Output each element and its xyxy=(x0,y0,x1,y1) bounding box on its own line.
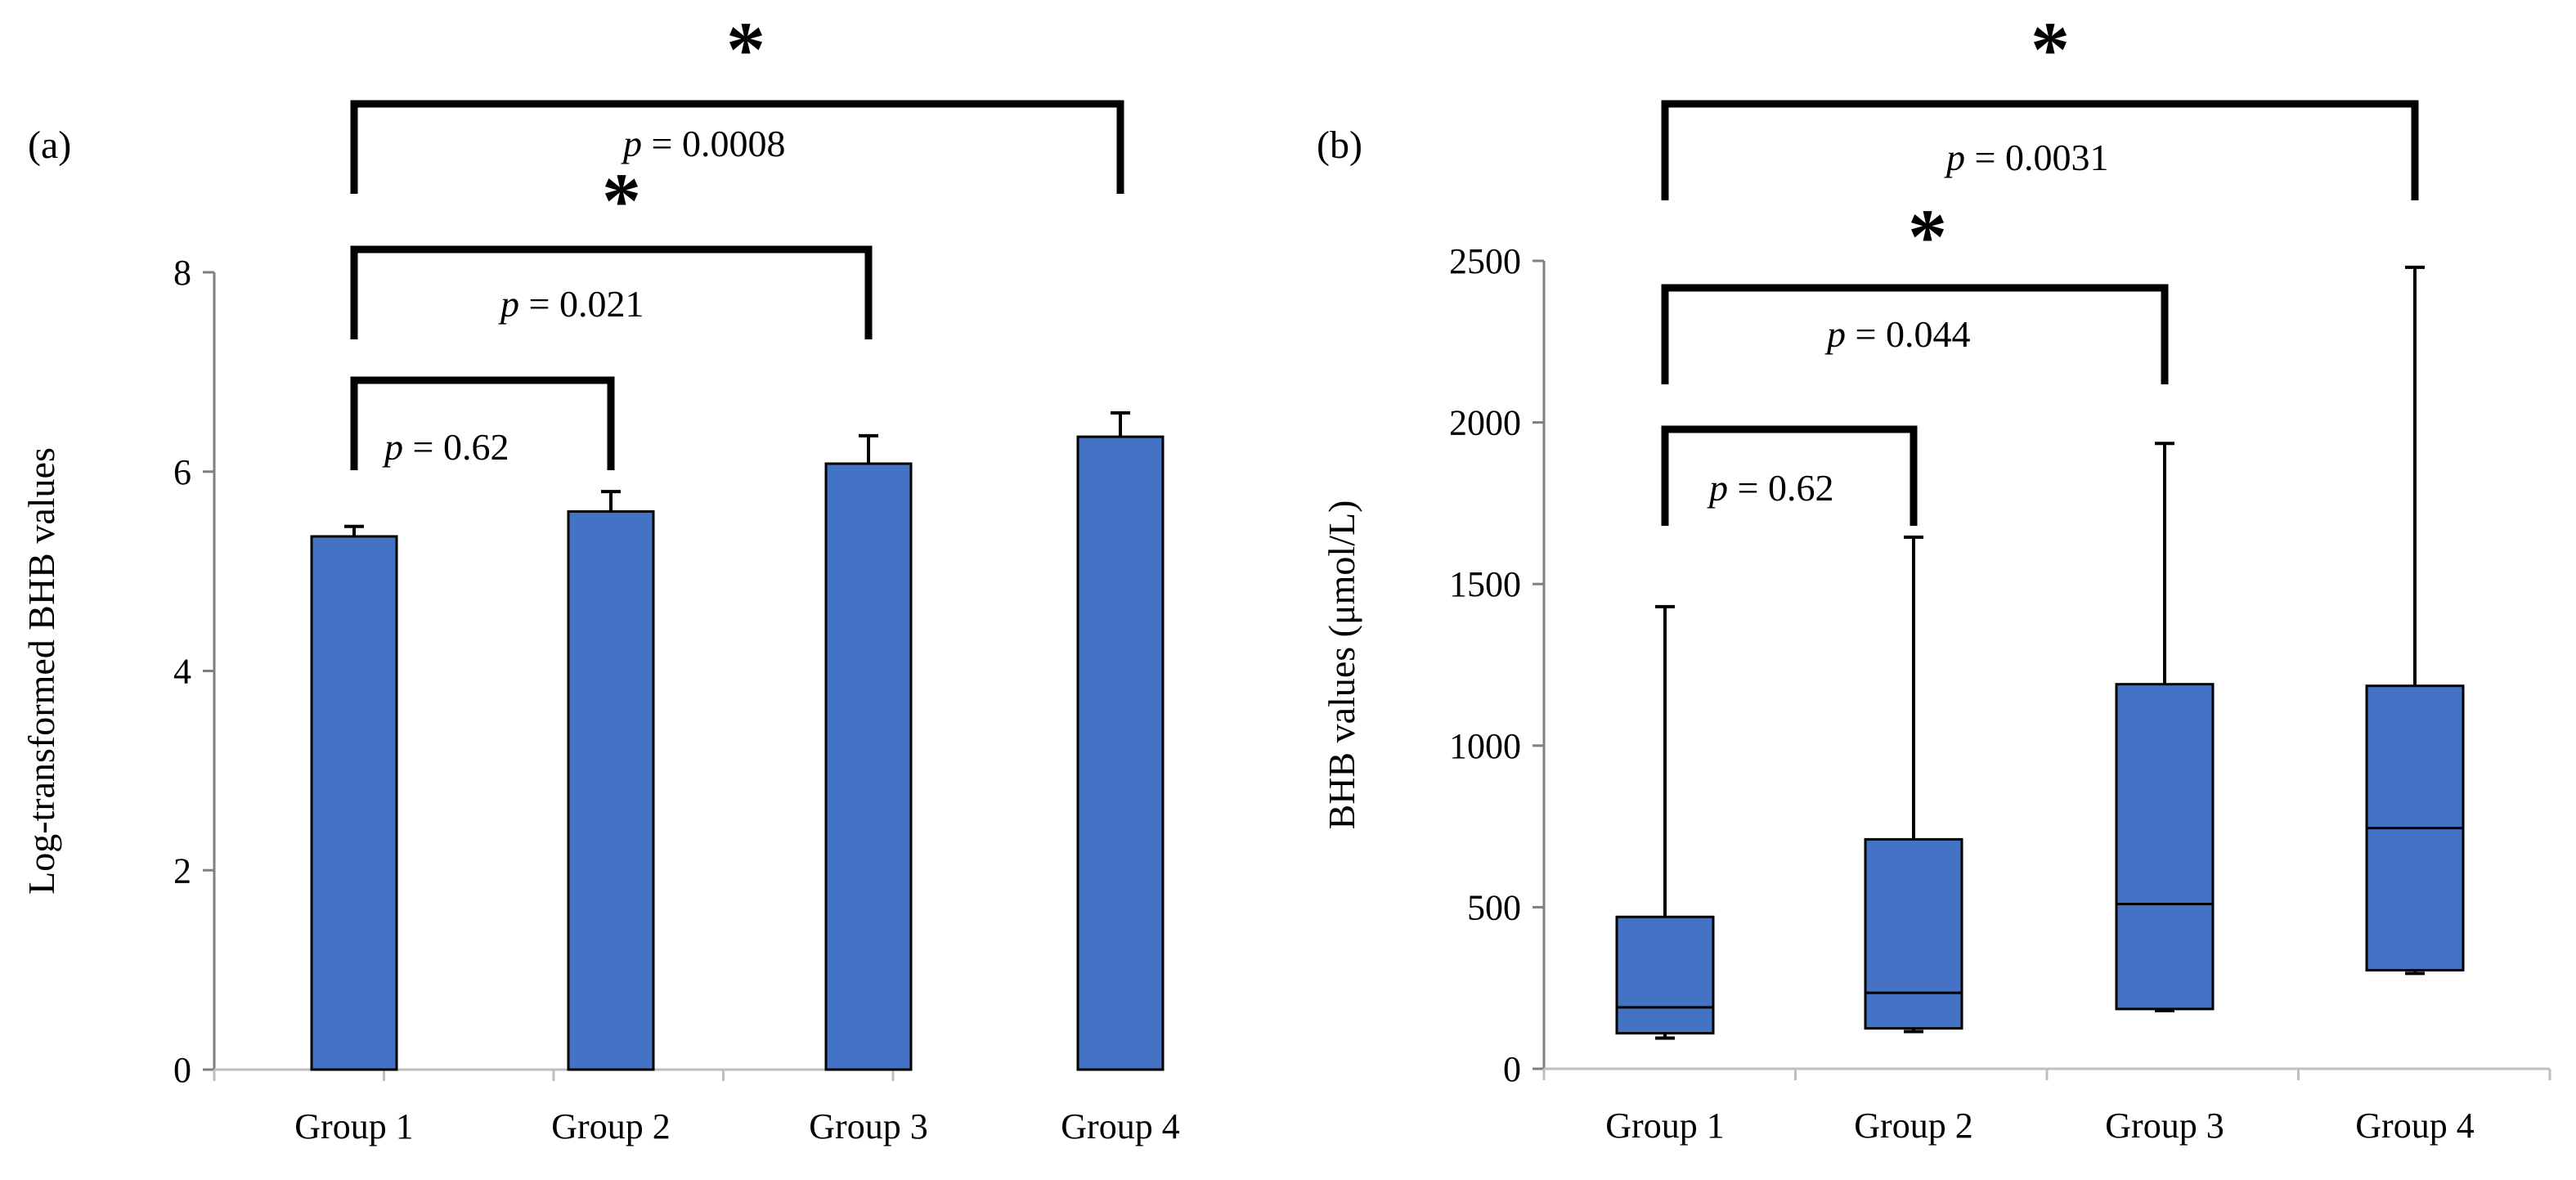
panel-label: (b) xyxy=(1317,123,1362,167)
y-tick-label: 0 xyxy=(1503,1049,1521,1089)
y-tick-label: 2500 xyxy=(1449,241,1521,281)
p-value-label: p = 0.0031 xyxy=(1944,137,2108,178)
x-tick-label: Group 3 xyxy=(2105,1106,2224,1146)
panel-label: (a) xyxy=(28,123,71,167)
significance-bracket xyxy=(350,100,1124,194)
significance-bracket xyxy=(1661,284,2169,384)
p-symbol: p xyxy=(1944,137,1965,178)
y-axis-title: Log-transformed BHB values xyxy=(20,447,62,895)
significance-star: * xyxy=(2031,6,2070,93)
p-value: = 0.021 xyxy=(519,283,644,325)
p-value: = 0.62 xyxy=(1728,467,1833,509)
x-tick-label: Group 2 xyxy=(1854,1106,1972,1146)
significance-bracket xyxy=(350,376,615,470)
p-value: = 0.0031 xyxy=(1965,137,2108,178)
p-value-label: p = 0.62 xyxy=(1707,467,1833,509)
x-tick-label: Group 4 xyxy=(1061,1106,1179,1146)
p-value-label: p = 0.021 xyxy=(498,283,644,325)
p-value-label: p = 0.0008 xyxy=(621,123,785,164)
y-tick-label: 2000 xyxy=(1449,403,1521,443)
significance-star: * xyxy=(602,157,641,245)
bar xyxy=(310,535,398,1071)
bar xyxy=(824,462,913,1071)
p-symbol: p xyxy=(1707,467,1728,509)
y-tick-label: 0 xyxy=(173,1050,191,1090)
y-tick-label: 8 xyxy=(173,253,191,293)
x-tick-label: Group 3 xyxy=(809,1106,927,1146)
p-symbol: p xyxy=(621,123,642,164)
y-tick-label: 4 xyxy=(173,652,191,692)
p-value: = 0.62 xyxy=(403,426,509,468)
p-symbol: p xyxy=(382,426,403,468)
y-tick-label: 1000 xyxy=(1449,726,1521,766)
p-value: = 0.0008 xyxy=(642,123,785,164)
significance-bracket xyxy=(1661,425,1918,526)
y-tick-label: 2 xyxy=(173,850,191,891)
bar xyxy=(567,510,655,1071)
p-value-label: p = 0.62 xyxy=(382,426,509,468)
bar xyxy=(1076,435,1165,1071)
y-tick-label: 500 xyxy=(1467,887,1521,927)
p-value: = 0.044 xyxy=(1846,313,1970,355)
x-tick-label: Group 2 xyxy=(551,1106,670,1146)
panel-b-box-plot: 0 500 1000 1500 2000 2500 Group 1 Group 2 Group … xyxy=(1317,6,2551,1146)
significance-bracket xyxy=(350,245,873,339)
p-symbol: p xyxy=(498,283,519,325)
y-tick-label: 6 xyxy=(173,452,191,492)
box xyxy=(2115,683,2215,1011)
x-tick-label: Group 4 xyxy=(2355,1106,2474,1146)
significance-bracket xyxy=(1661,100,2419,200)
box xyxy=(1615,915,1715,1035)
panel-a-bar-chart: 0 2 4 6 8 Group 1 Group 2 Group 3 Group 4 Log-tra… xyxy=(20,6,1180,1146)
x-tick-label: Group 1 xyxy=(294,1106,413,1146)
significance-star: * xyxy=(726,6,765,93)
y-tick-label: 1500 xyxy=(1449,564,1521,604)
p-symbol: p xyxy=(1824,313,1846,355)
x-tick-label: Group 1 xyxy=(1605,1106,1724,1146)
p-value-label: p = 0.044 xyxy=(1824,313,1970,355)
y-axis-title: BHB values (μmol/L) xyxy=(1321,500,1362,830)
box xyxy=(1864,837,1963,1030)
significance-star: * xyxy=(1908,193,1947,280)
